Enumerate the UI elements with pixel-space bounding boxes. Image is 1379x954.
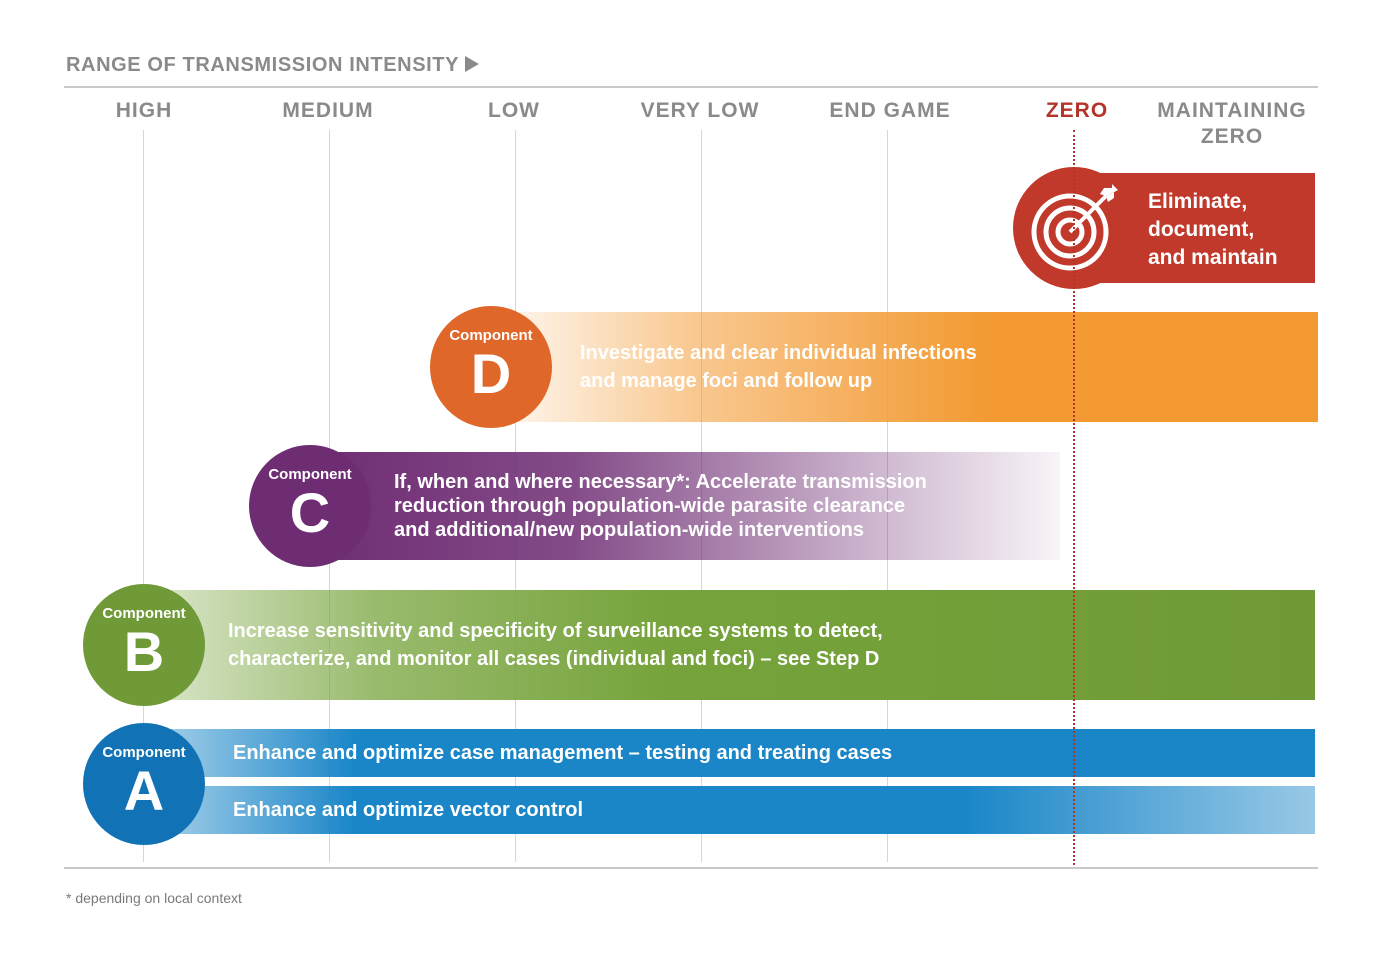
arrow-right-icon: [465, 56, 480, 72]
component-d-line: Investigate and clear individual infecti…: [580, 342, 977, 364]
component-d-letter: D: [470, 342, 512, 405]
column-label-very-low: VERY LOW: [640, 99, 760, 122]
column-label-end-game: END GAME: [829, 99, 951, 122]
goal-text-line: document,: [1148, 218, 1255, 241]
axis-title-text: RANGE OF TRANSMISSION INTENSITY: [66, 54, 460, 76]
component-a-badge: Component A: [83, 723, 205, 845]
component-c-line: and additional/new population-wide inter…: [394, 519, 865, 541]
component-a-row-2: Enhance and optimize vector control: [144, 786, 1315, 834]
column-label-zero: ZERO: [1045, 99, 1109, 122]
goal-text-line: Eliminate,: [1148, 190, 1248, 213]
column-label-low: LOW: [488, 99, 540, 122]
component-c-line: If, when and where necessary*: Accelerat…: [394, 471, 927, 493]
component-a-row-1-text: Enhance and optimize case management – t…: [233, 742, 893, 764]
component-b-badge: Component B: [83, 584, 205, 706]
component-d-badge: Component D: [430, 306, 552, 428]
component-c-badge: Component C: [249, 445, 371, 567]
column-label-maintaining-zero: MAINTAINING ZERO: [1157, 99, 1307, 148]
component-c-line: reduction through population-wide parasi…: [394, 495, 906, 517]
component-c-word: Component: [268, 466, 352, 483]
component-b-bar: Increase sensitivity and specificity of …: [144, 590, 1315, 700]
component-d-bar: Investigate and clear individual infecti…: [490, 312, 1318, 422]
component-c-bar: If, when and where necessary*: Accelerat…: [310, 452, 1060, 560]
component-c-text: If, when and where necessary*: Accelerat…: [394, 470, 927, 542]
component-c-letter: C: [289, 481, 331, 544]
component-a-letter: A: [123, 759, 165, 822]
component-b-letter: B: [123, 620, 165, 683]
component-a-word: Component: [102, 744, 186, 761]
component-a-row-2-text: Enhance and optimize vector control: [233, 799, 584, 821]
column-label-high: HIGH: [115, 99, 173, 122]
target-icon: [1031, 184, 1118, 271]
axis-title: RANGE OF TRANSMISSION INTENSITY: [66, 54, 480, 77]
component-b-word: Component: [102, 605, 186, 622]
component-a-row-1: Enhance and optimize case management – t…: [144, 729, 1315, 777]
zero-dotted-line: [1073, 130, 1075, 865]
top-rule: [64, 86, 1318, 88]
component-b-line: characterize, and monitor all cases (ind…: [228, 648, 880, 670]
component-d-word: Component: [449, 327, 533, 344]
component-b-text: Increase sensitivity and specificity of …: [228, 617, 883, 673]
gridline-high: [143, 130, 144, 862]
bottom-rule: [64, 867, 1318, 869]
column-label-medium: MEDIUM: [282, 99, 374, 122]
footnote: * depending on local context: [66, 890, 242, 906]
goal-text-line: and maintain: [1148, 246, 1278, 269]
component-d-line: and manage foci and follow up: [580, 370, 873, 392]
component-d-text: Investigate and clear individual infecti…: [580, 339, 977, 395]
component-b-line: Increase sensitivity and specificity of …: [228, 620, 883, 642]
goal-text: Eliminate, document, and maintain: [1148, 188, 1278, 272]
